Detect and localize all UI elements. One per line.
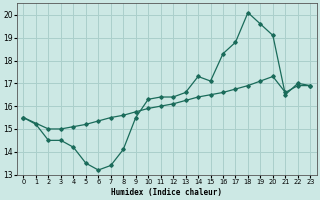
X-axis label: Humidex (Indice chaleur): Humidex (Indice chaleur) (111, 188, 222, 197)
